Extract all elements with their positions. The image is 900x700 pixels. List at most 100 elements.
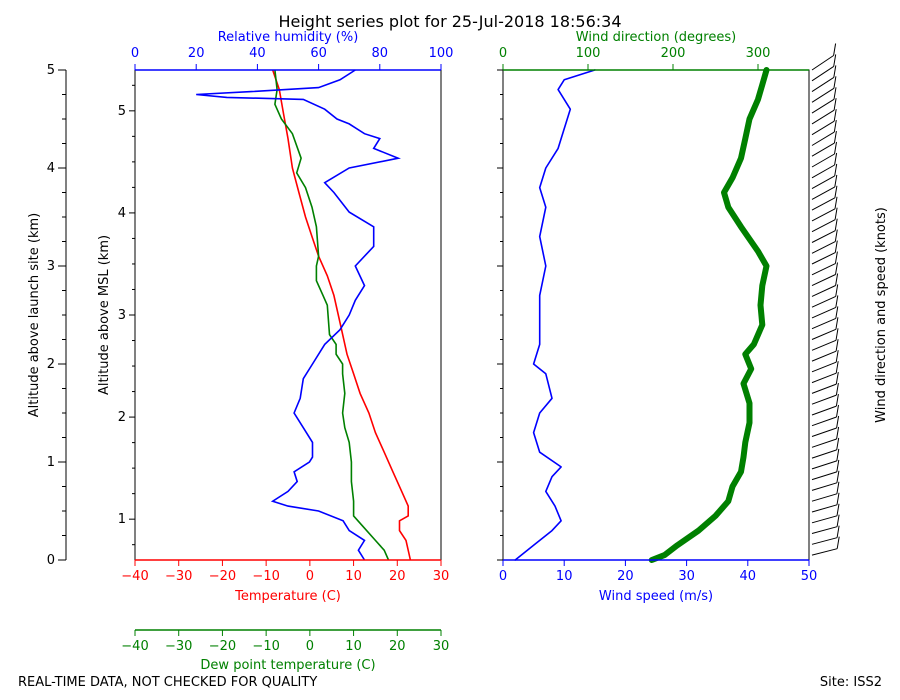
wind-speed-tick-label: 40 [740, 569, 757, 584]
humidity-tick-label: 0 [131, 46, 139, 61]
series-wind-direction [648, 67, 770, 563]
wind-barb-flag [836, 426, 840, 440]
wind-barb-shaft [811, 394, 837, 405]
wind-barb-shaft [811, 186, 836, 200]
wind-barb-flag [833, 65, 837, 78]
wind-barb-flag [836, 481, 840, 494]
wind-barb-shaft [811, 153, 835, 168]
wind-barb-flag [835, 383, 839, 396]
temperature-tick-label: −40 [121, 569, 148, 584]
humidity-axis-label: Relative humidity (%) [218, 30, 359, 45]
temperature-tick-label: −10 [252, 569, 279, 584]
wind-barb-flag [836, 470, 840, 483]
wind-barb-flag [833, 120, 837, 133]
wind-barb-shaft [811, 55, 834, 71]
wind-barb-shaft [811, 427, 837, 437]
wind-direction-tick-label: 200 [661, 46, 686, 61]
temperature-tick-label: −30 [165, 569, 192, 584]
wind-barb-flag [833, 109, 837, 122]
wind-barb-flag [836, 503, 840, 516]
temperature-tick-label: −20 [209, 569, 236, 584]
dewpoint-tick-label: 10 [345, 639, 362, 654]
wind-barb-flag [834, 141, 837, 155]
wind-panel: 0 10 20 30 40 50 0 100 200 300 [497, 46, 817, 584]
temperature-tick-label: 0 [306, 569, 314, 584]
wind-barb-shaft [811, 405, 837, 416]
footer-left: REAL-TIME DATA, NOT CHECKED FOR QUALITY [18, 675, 317, 690]
wind-barb-flag [833, 87, 837, 100]
wind-barb-flag [834, 152, 838, 166]
wind-barb-shaft [811, 471, 837, 481]
dewpoint-tick-label: −10 [252, 639, 279, 654]
wind-barb-shaft [811, 416, 837, 427]
wind-barb-flag [835, 339, 839, 352]
chart-title: Height series plot for 25-Jul-2018 18:56… [278, 12, 621, 31]
wind-speed-tick-label: 10 [556, 569, 573, 584]
wind-barb-shaft [811, 65, 834, 82]
wind-barb-flag [834, 229, 838, 242]
wind-direction-axis-label: Wind direction (degrees) [576, 30, 736, 45]
wind-barb-shaft [811, 109, 835, 125]
wind-barb-shaft [811, 317, 836, 330]
wind-barb-shaft [811, 120, 835, 136]
series-wind-speed [514, 69, 596, 561]
humidity-tick-label: 100 [429, 46, 454, 61]
footer-right: Site: ISS2 [820, 675, 882, 690]
wind-barb-shaft [811, 252, 836, 265]
wind-barb-flag [833, 98, 837, 111]
wind-barb-shaft [811, 438, 837, 448]
wind-barb-flag [836, 448, 840, 461]
wind-direction-tick-label: 100 [576, 46, 601, 61]
left-altitude-tick-label: 1 [47, 455, 55, 470]
temperature-tick-label: 10 [345, 569, 362, 584]
wind-speed-axis-label: Wind speed (m/s) [599, 589, 713, 604]
wind-barb-shaft [811, 361, 837, 373]
wind-barb-flag [836, 415, 840, 429]
wind-barb-shaft [811, 131, 835, 146]
wind-barb-shaft [811, 449, 837, 459]
left-altitude-tick-label: 3 [47, 259, 55, 274]
wind-barb-flag [833, 43, 837, 56]
dewpoint-tick-label: −30 [165, 639, 192, 654]
temperature-tick-label: 30 [433, 569, 450, 584]
left-altitude-tick-label: 0 [47, 553, 55, 568]
left-altitude-tick-label: 2 [47, 357, 55, 372]
wind-barb-shaft [811, 339, 837, 351]
wind-barb-flag [834, 185, 838, 198]
wind-barb-shaft [811, 537, 838, 545]
wind-barb-shaft [811, 328, 837, 340]
wind-barb-flag [835, 306, 839, 319]
wind-barb-flag [835, 361, 839, 374]
wind-speed-tick-label: 20 [617, 569, 634, 584]
wind-barb-flag [836, 492, 840, 505]
msl-tick-label: 2 [118, 410, 126, 425]
humidity-tick-label: 60 [310, 46, 327, 61]
wind-speed-tick-label: 50 [801, 569, 818, 584]
wind-barb-shaft [811, 306, 837, 319]
wind-barb-flag [834, 207, 838, 220]
dewpoint-tick-label: 30 [433, 639, 450, 654]
left-altitude-tick-label: 4 [47, 161, 55, 176]
wind-barb-flag [834, 251, 838, 264]
wind-barb-flag [835, 372, 839, 385]
wind-barb-shaft [811, 548, 838, 556]
wind-barb-shaft [811, 383, 837, 394]
wind-barb-shaft [811, 295, 836, 308]
wind-barb-shaft [811, 175, 835, 190]
humidity-tick-label: 40 [249, 46, 266, 61]
wind-barb-flag [834, 174, 838, 187]
wind-speed-tick-label: 30 [678, 569, 695, 584]
msl-ylabel: Altitude above MSL (km) [97, 235, 112, 395]
series-temperature [271, 69, 412, 561]
wind-barb-flag [836, 514, 840, 527]
wind-barb-shaft [811, 482, 838, 491]
msl-tick-label: 4 [118, 206, 126, 221]
wind-barb-flag [834, 218, 838, 231]
wind-barb-shaft [811, 164, 835, 179]
wind-barb-shaft [811, 142, 835, 157]
wind-barb-flag [835, 273, 839, 286]
left-ylabel: Altitude above launch site (km) [27, 213, 42, 417]
wind-barb-flag [835, 328, 839, 341]
wind-speed-tick-label: 0 [499, 569, 507, 584]
dewpoint-tick-label: 0 [306, 639, 314, 654]
